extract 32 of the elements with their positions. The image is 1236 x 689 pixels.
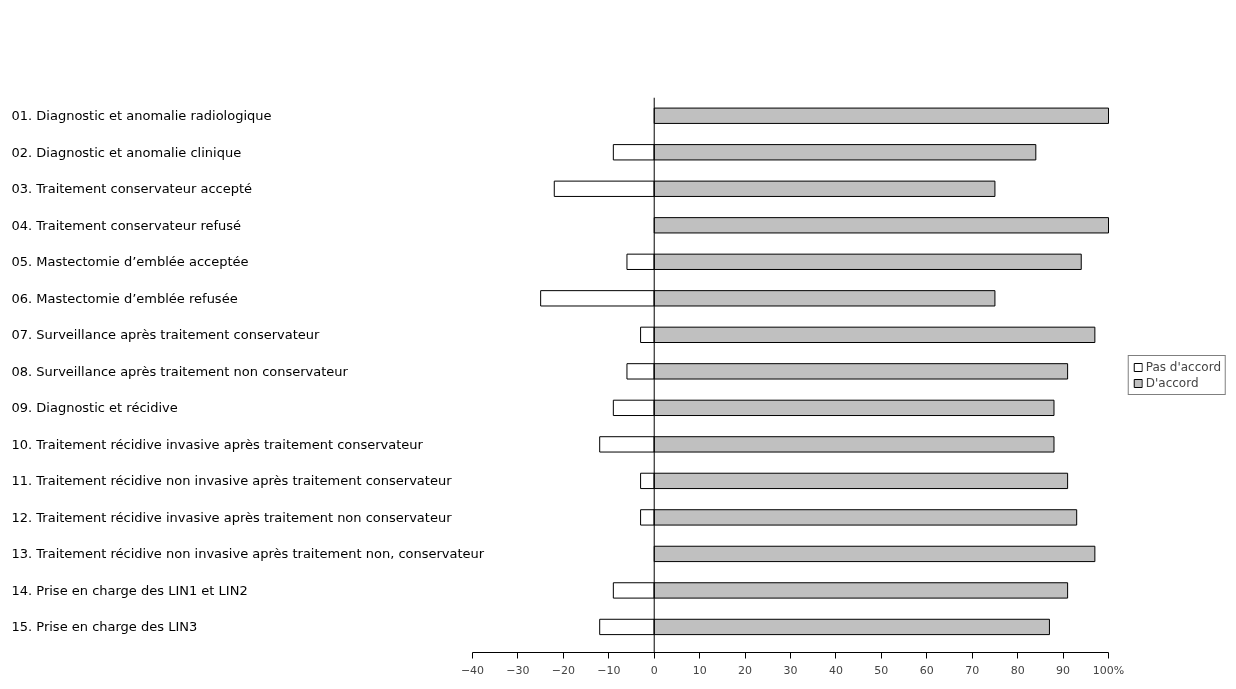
y-tick-label: 14. Prise en charge des LIN1 et LIN2	[11, 582, 248, 598]
y-tick-label: 12. Traitement récidive invasive après traitement non conservateur	[11, 509, 453, 525]
y-tick-label: 04. Traitement conservateur refusé	[11, 217, 242, 233]
x-tick-label: −30	[506, 663, 530, 677]
y-tick-label: 06. Mastectomie d’emblée refusée	[11, 290, 238, 306]
x-tick-label: 70	[965, 663, 980, 677]
y-tick-label: 10. Traitement récidive invasive après traitement conservateur	[11, 436, 424, 452]
y-tick-label: 05. Mastectomie d’emblée acceptée	[11, 254, 249, 270]
legend-label: Pas d'accord	[1145, 359, 1221, 374]
x-tick-label: 30	[783, 663, 798, 677]
x-tick-label: 40	[828, 663, 843, 677]
y-tick-label: 03. Traitement conservateur accepté	[11, 181, 253, 197]
y-tick-label: 11. Traitement récidive non invasive après traitement conservateur	[11, 473, 453, 489]
x-tick-label: 20	[738, 663, 753, 677]
y-tick-label: 15. Prise en charge des LIN3	[11, 619, 198, 635]
x-tick-label: −20	[551, 663, 575, 677]
x-tick-label: 80	[1010, 663, 1025, 677]
x-tick-label: −10	[597, 663, 621, 677]
x-tick-label: 0	[650, 663, 658, 677]
x-tick-label: 90	[1056, 663, 1071, 677]
y-tick-label: 09. Diagnostic et récidive	[11, 400, 178, 416]
y-tick-label: 13. Traitement récidive non invasive après traitement non, conservateur	[11, 546, 485, 562]
y-tick-label: 08. Surveillance après traitement non conservateur	[11, 363, 349, 379]
y-tick-label: 07. Surveillance après traitement conservateur	[11, 327, 321, 343]
x-tick-label: 50	[874, 663, 889, 677]
legend-label: D'accord	[1145, 375, 1199, 390]
x-tick-label: 60	[919, 663, 934, 677]
y-tick-label: 02. Diagnostic et anomalie clinique	[11, 144, 242, 160]
y-tick-label: 01. Diagnostic et anomalie radiologique	[11, 108, 272, 124]
x-tick-label: 100%	[1092, 663, 1125, 677]
x-tick-label: 10	[692, 663, 707, 677]
x-tick-label: −40	[460, 663, 485, 677]
